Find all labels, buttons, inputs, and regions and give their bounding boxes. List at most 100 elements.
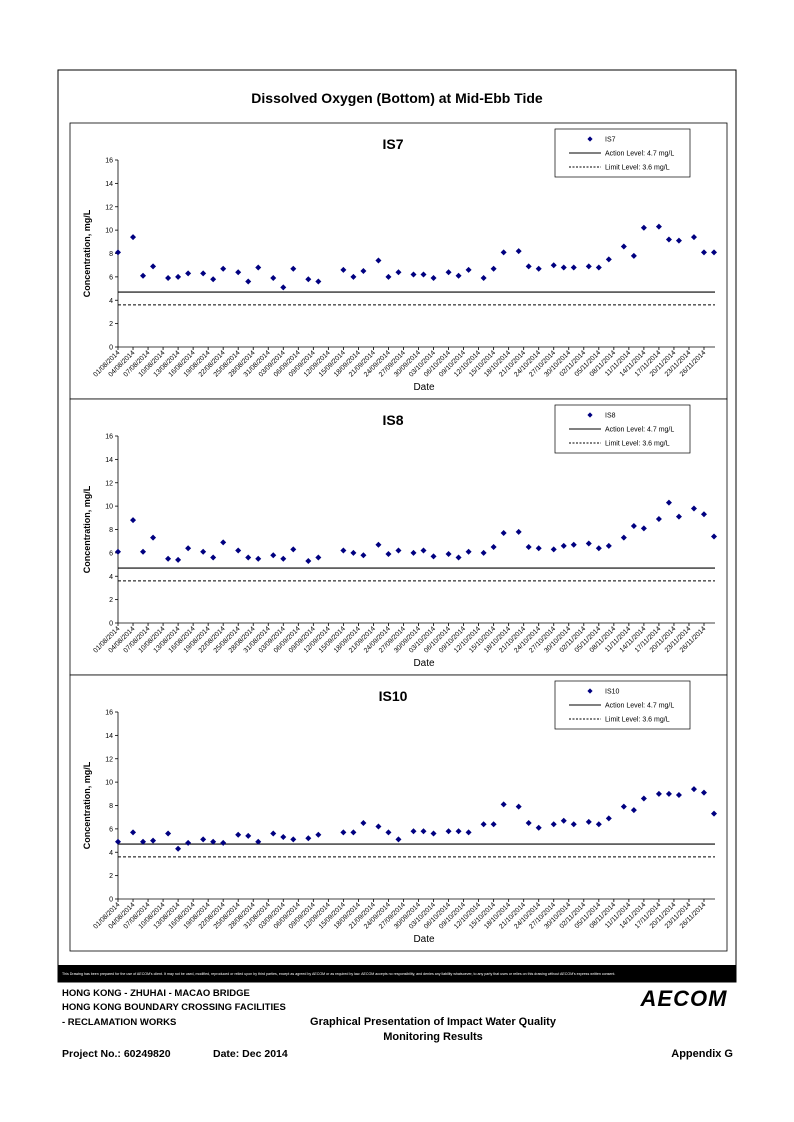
data-point [620, 243, 627, 250]
y-axis-label: Concentration, mg/L [82, 761, 92, 849]
data-point [535, 824, 542, 831]
data-point [515, 528, 522, 535]
data-point [465, 829, 472, 836]
data-point [410, 549, 417, 556]
data-point [200, 836, 207, 843]
data-point [535, 545, 542, 552]
x-axis-label: Date [413, 382, 435, 393]
data-point [150, 534, 157, 541]
y-tick-label: 0 [109, 345, 113, 352]
drawing-title: Graphical Presentation of Impact Water Q… [310, 1016, 557, 1028]
y-tick-label: 0 [109, 897, 113, 904]
data-point [560, 542, 567, 549]
data-point [185, 839, 192, 846]
legend-label: Limit Level: 3.6 mg/L [605, 165, 670, 172]
data-point [245, 832, 252, 839]
data-point [185, 270, 192, 277]
data-point [165, 555, 172, 562]
data-point [140, 838, 147, 845]
data-point [350, 273, 357, 280]
data-point [711, 810, 717, 817]
data-point [675, 791, 682, 798]
data-point [210, 838, 217, 845]
y-tick-label: 4 [109, 574, 113, 581]
data-point [690, 505, 697, 512]
data-point [410, 271, 417, 278]
legend-marker [587, 688, 593, 694]
y-axis-label: Concentration, mg/L [82, 209, 92, 297]
x-axis-label: Date [413, 658, 435, 669]
legend-label: Action Level: 4.7 mg/L [605, 427, 674, 434]
y-tick-label: 6 [109, 826, 113, 833]
data-point [290, 836, 297, 843]
data-point [595, 545, 602, 552]
data-point [395, 547, 402, 554]
data-point [385, 273, 392, 280]
data-point [340, 266, 347, 273]
data-point [220, 265, 227, 272]
data-point [315, 278, 322, 285]
y-tick-label: 12 [105, 480, 113, 487]
data-point [270, 275, 277, 282]
y-tick-label: 14 [105, 181, 113, 188]
data-point [455, 554, 462, 561]
data-point [245, 278, 252, 285]
data-point [700, 249, 707, 256]
data-point [375, 823, 382, 830]
y-tick-label: 0 [109, 621, 113, 628]
data-point [500, 530, 507, 537]
y-tick-label: 2 [109, 873, 113, 880]
y-tick-label: 14 [105, 457, 113, 464]
y-tick-label: 10 [105, 504, 113, 511]
data-point [500, 801, 507, 808]
data-point [480, 549, 487, 556]
data-point [640, 224, 647, 231]
data-point [420, 828, 427, 835]
data-point [255, 264, 262, 271]
data-point [410, 828, 417, 835]
data-point [605, 815, 612, 822]
data-point [115, 548, 121, 555]
data-point [200, 548, 207, 555]
data-point [280, 555, 287, 562]
data-point [560, 817, 567, 824]
data-point [360, 552, 367, 559]
appendix: Appendix G [671, 1048, 733, 1060]
disclaimer-bar [58, 965, 736, 982]
data-point [665, 236, 672, 243]
data-point [395, 269, 402, 276]
data-point [465, 548, 472, 555]
data-point [655, 515, 662, 522]
data-point [445, 269, 452, 276]
data-point [305, 558, 312, 565]
data-point [711, 533, 717, 540]
data-point [420, 547, 427, 554]
data-point [675, 513, 682, 520]
data-point [385, 551, 392, 558]
y-tick-label: 10 [105, 228, 113, 235]
data-point [305, 835, 312, 842]
disclaimer: This Drawing has been prepared for the u… [62, 972, 615, 976]
data-point [220, 539, 227, 546]
data-point [280, 284, 287, 291]
chart-title: IS10 [379, 688, 408, 704]
y-tick-label: 8 [109, 803, 113, 810]
project-line: - RECLAMATION WORKS [62, 1017, 176, 1028]
y-tick-label: 14 [105, 733, 113, 740]
legend-label: Action Level: 4.7 mg/L [605, 151, 674, 158]
project-line: HONG KONG BOUNDARY CROSSING FACILITIES [62, 1002, 286, 1013]
data-point [235, 547, 242, 554]
data-point [130, 517, 137, 524]
data-point [130, 234, 137, 241]
data-point [340, 829, 347, 836]
data-point [570, 541, 577, 548]
data-point [445, 828, 452, 835]
data-point [690, 786, 697, 793]
data-point [175, 845, 182, 852]
data-point [480, 275, 487, 282]
data-point [350, 549, 357, 556]
data-point [150, 837, 157, 844]
data-point [245, 554, 252, 561]
drawing-title: Monitoring Results [383, 1031, 483, 1043]
